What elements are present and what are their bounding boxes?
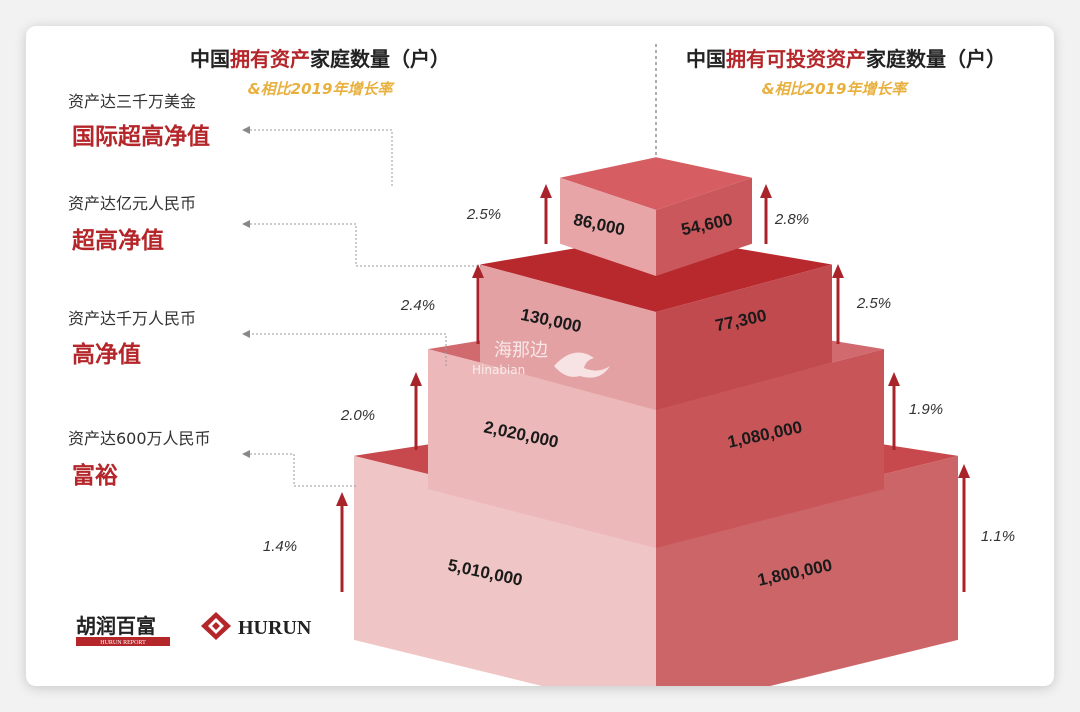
level-2-right-face	[656, 264, 832, 410]
tier-desc-1: 资产达三千万美金	[68, 92, 196, 111]
right-growth-arrowhead-4	[958, 464, 970, 478]
right-growth-pct-2: 2.5%	[856, 295, 891, 312]
watermark: 海那边 Hinabian	[472, 340, 610, 378]
level-2-left-face	[480, 264, 656, 410]
tier-labels: 资产达三千万美金 国际超高净值 资产达亿元人民币 超高净值 资产达千万人民币 高…	[68, 92, 482, 489]
right-header-subtitle: &相比2019年增长率	[762, 80, 910, 98]
logo-hurun-en: HURUN	[238, 617, 312, 639]
logo-report-bar	[76, 637, 170, 646]
infographic-card: 中国拥有资产家庭数量（户） &相比2019年增长率 中国拥有可投资资产家庭数量（…	[26, 26, 1054, 686]
left-title-highlight: 拥有资产	[230, 47, 310, 71]
right-growth-pct-3: 1.9%	[909, 401, 943, 418]
level-1-left-face	[560, 177, 656, 276]
pyramid-chart: 中国拥有资产家庭数量（户） &相比2019年增长率 中国拥有可投资资产家庭数量（…	[68, 44, 1015, 686]
tier-name-2: 超高净值	[72, 227, 164, 254]
pyramid-level-1	[560, 157, 752, 276]
leader-line-2	[242, 220, 482, 267]
hurun-logo: HURUN	[201, 612, 312, 640]
tier-name-3: 高净值	[72, 341, 141, 368]
pyramid	[354, 157, 958, 686]
leader-line-4	[242, 450, 356, 487]
level-1-top-face	[560, 157, 752, 210]
left-growth-arrowhead-1	[540, 184, 552, 198]
right-growth-arrowhead-1	[760, 184, 772, 198]
left-growth-pct-1: 2.5%	[466, 206, 501, 223]
watermark-en: Hinabian	[472, 363, 525, 377]
watermark-bird-icon	[554, 352, 610, 378]
level-1-right-face	[656, 177, 752, 276]
left-growth-pct-4: 1.4%	[263, 538, 297, 555]
hurun-report-logo: 胡润百富 HURUN REPORT	[76, 614, 170, 646]
growth-indicators: 2.5% 2.8% 2.4% 2.5% 2.0% 1.9% 1.4% 1.1%	[263, 184, 1015, 592]
tier-desc-2: 资产达亿元人民币	[68, 194, 196, 213]
tier-name-4: 富裕	[72, 462, 118, 489]
left-growth-arrowhead-3	[410, 372, 422, 386]
leader-line-1	[242, 126, 393, 186]
leader-line-3	[242, 330, 447, 366]
left-growth-arrowhead-4	[336, 492, 348, 506]
tier-name-1: 国际超高净值	[72, 123, 210, 150]
right-growth-pct-4: 1.1%	[981, 528, 1015, 545]
right-header-title: 中国拥有可投资资产家庭数量（户）	[686, 47, 1006, 71]
left-title-part-3: 家庭数量（户）	[310, 47, 450, 71]
left-growth-pct-3: 2.0%	[340, 407, 375, 424]
right-growth-arrowhead-3	[888, 372, 900, 386]
right-title-part-1: 中国	[686, 47, 726, 71]
right-title-part-3: 家庭数量（户）	[866, 47, 1006, 71]
left-growth-arrowhead-2	[472, 264, 484, 278]
logo-hurun-cn: 胡润百富	[76, 614, 156, 638]
watermark-cn: 海那边	[494, 340, 548, 361]
right-growth-pct-1: 2.8%	[774, 211, 809, 228]
left-growth-pct-2: 2.4%	[400, 297, 435, 314]
left-title-part-1: 中国	[190, 47, 230, 71]
level-3-right-face	[656, 349, 884, 548]
tier-desc-4: 资产达600万人民币	[68, 429, 211, 448]
right-growth-arrowhead-2	[832, 264, 844, 278]
left-header-subtitle: &相比2019年增长率	[248, 80, 396, 98]
left-header-title: 中国拥有资产家庭数量（户）	[190, 47, 450, 71]
pyramid-level-2	[480, 234, 832, 410]
right-title-highlight: 拥有可投资资产	[726, 47, 866, 71]
tier-desc-3: 资产达千万人民币	[68, 309, 196, 328]
level-3-left-face	[428, 349, 656, 548]
logo-hurun-report: HURUN REPORT	[100, 640, 146, 646]
